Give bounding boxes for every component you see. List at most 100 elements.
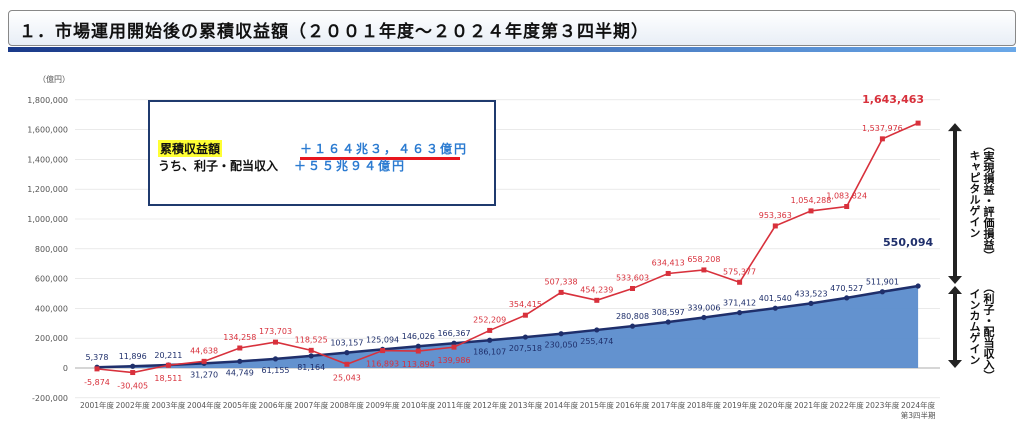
- x-tick-label: 2004年度: [187, 400, 222, 410]
- x-tick-label: 2007年度: [294, 400, 329, 410]
- income-data-label: 5,378: [86, 353, 109, 362]
- cumulative-data-label: 139,986: [437, 356, 470, 365]
- income-data-label: 308,597: [652, 308, 685, 317]
- cumulative-point: [237, 345, 243, 351]
- income-point: [415, 343, 421, 349]
- income-data-label: 44,749: [226, 368, 254, 377]
- income-data-label: 166,367: [437, 329, 470, 338]
- x-tick-sublabel: 第3四半期: [901, 410, 936, 420]
- y-unit-label: （億円）: [38, 74, 70, 84]
- income-point: [772, 305, 778, 311]
- cumulative-data-label: 1,643,463: [862, 93, 924, 106]
- x-tick-label: 2013年度: [508, 400, 543, 410]
- y-tick-label: 200,000: [35, 334, 68, 343]
- cumulative-data-label: 575,377: [723, 267, 756, 276]
- cumulative-data-label: 1,083,824: [826, 192, 867, 201]
- x-tick-label: 2006年度: [258, 400, 293, 410]
- income-data-label: 146,026: [402, 332, 435, 341]
- y-tick-label: 1,600,000: [27, 126, 68, 135]
- cumulative-data-label: -30,405: [117, 382, 148, 391]
- income-data-label: 31,270: [190, 370, 218, 379]
- x-tick-label: 2024年度: [901, 400, 936, 410]
- income-data-label: 81,164: [297, 363, 325, 372]
- y-tick-label: 1,200,000: [27, 185, 68, 194]
- x-tick-label: 2001年度: [80, 400, 115, 410]
- income-data-label: 103,157: [330, 339, 363, 348]
- income-point: [558, 331, 564, 337]
- y-tick-label: 800,000: [35, 245, 68, 254]
- income-gain-arrow-head-top: [948, 286, 962, 295]
- x-tick-label: 2003年度: [151, 400, 186, 410]
- x-tick-label: 2023年度: [865, 400, 900, 410]
- income-point: [665, 319, 671, 325]
- income-data-label: 20,211: [154, 351, 182, 360]
- income-point: [237, 358, 243, 364]
- cumulative-data-label: 953,363: [759, 211, 792, 220]
- cumulative-data-label: -5,874: [84, 378, 110, 387]
- cumulative-data-label: 252,209: [473, 315, 506, 324]
- income-point: [701, 314, 707, 321]
- cumulative-data-label: 454,239: [580, 285, 613, 294]
- capital-gain-arrow-head-top: [948, 123, 962, 132]
- income-data-label: 255,474: [580, 337, 613, 346]
- cumulative-data-label: 1,537,976: [862, 124, 903, 133]
- income-data-label: 401,540: [759, 294, 792, 303]
- cumulative-point: [808, 208, 814, 214]
- income-point: [487, 337, 493, 343]
- income-point: [522, 334, 529, 340]
- summary-box: 累積収益額 ＋１６４兆３，４６３億円 うち、利子・配当収入 ＋５５兆９４億円: [148, 100, 496, 206]
- cumulative-point: [594, 297, 600, 303]
- income-data-label: 511,901: [866, 278, 899, 287]
- income-point: [879, 289, 886, 295]
- y-tick-label: 400,000: [35, 304, 68, 313]
- income-line: [96, 284, 919, 369]
- x-tick-label: 2008年度: [330, 400, 365, 410]
- cumulative-data-label: 118,525: [295, 335, 328, 344]
- income-data-label: 339,006: [687, 303, 720, 312]
- cumulative-point: [630, 285, 635, 291]
- income-value: ＋５５兆９４億円: [294, 159, 407, 173]
- cumulative-point: [415, 348, 421, 354]
- x-tick-label: 2015年度: [580, 400, 615, 410]
- capital-gain-arrow-head-bottom: [948, 276, 962, 285]
- cumulative-point: [844, 204, 850, 210]
- cumulative-point: [273, 339, 278, 345]
- income-point: [629, 323, 636, 329]
- cumulative-point: [915, 120, 921, 126]
- cumulative-point: [558, 289, 564, 295]
- income-data-label: 280,808: [616, 312, 649, 321]
- income-area: [97, 286, 919, 368]
- income-point: [915, 283, 921, 289]
- cumulative-point: [737, 279, 743, 285]
- cumulative-data-label: 354,415: [509, 300, 542, 309]
- y-tick-label: 1,000,000: [27, 215, 68, 224]
- y-tick-label: 1,400,000: [27, 155, 68, 164]
- cumulative-point: [451, 344, 457, 350]
- income-data-label: 11,896: [119, 352, 147, 361]
- cumulative-label: 累積収益額: [158, 140, 223, 157]
- x-tick-label: 2011年度: [437, 400, 472, 410]
- cumulative-point: [380, 348, 386, 354]
- income-point: [451, 340, 457, 346]
- income-point: [844, 295, 850, 301]
- x-tick-label: 2017年度: [651, 400, 686, 410]
- y-tick-label: -200,000: [32, 394, 68, 403]
- cumulative-point: [665, 270, 671, 276]
- income-point: [130, 363, 136, 369]
- title-bar: １．市場運用開始後の累積収益額（２００１年度～２０２４年度第３四半期）: [8, 10, 1016, 46]
- income-point: [308, 353, 314, 359]
- income-data-label: 186,107: [473, 347, 506, 356]
- x-tick-label: 2005年度: [223, 400, 258, 410]
- income-gain-sublabel: （利子・配当収入）: [982, 282, 995, 381]
- x-tick-label: 2016年度: [615, 400, 650, 410]
- income-point: [594, 327, 600, 333]
- cumulative-data-label: 18,511: [154, 374, 182, 383]
- income-gain-arrow-head-bottom: [948, 360, 962, 368]
- income-data-label: 433,523: [794, 289, 827, 298]
- x-tick-label: 2020年度: [758, 400, 793, 410]
- cumulative-data-label: 533,603: [616, 273, 649, 282]
- y-tick-label: 600,000: [35, 275, 68, 284]
- cumulative-data-label: 25,043: [333, 373, 361, 382]
- cumulative-point: [94, 366, 100, 372]
- capital-gain-sublabel: （実現損益・評価損益）: [982, 140, 995, 261]
